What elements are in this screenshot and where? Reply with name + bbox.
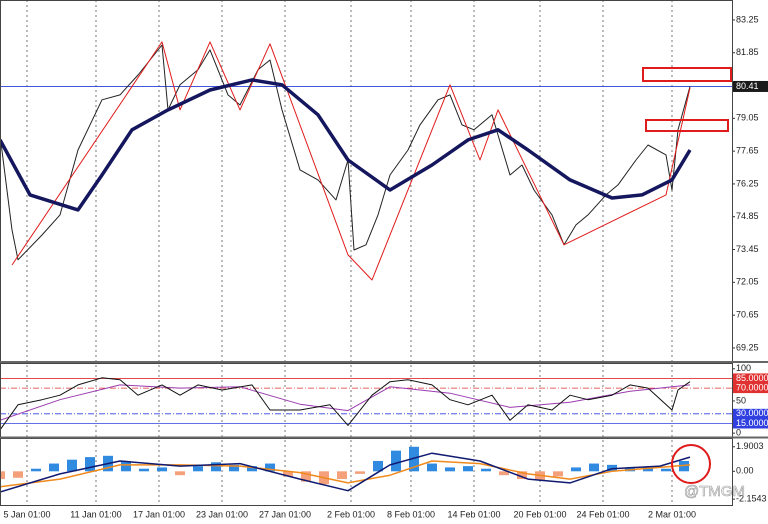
histogram-bar xyxy=(391,450,401,472)
histogram-bar xyxy=(157,467,167,472)
y-tick-label: 1.9003 xyxy=(736,441,764,451)
series-line xyxy=(0,452,691,493)
histogram-bar xyxy=(85,457,95,472)
level-label-box xyxy=(733,408,768,419)
watermark: @TMGM xyxy=(684,483,745,500)
x-tick-label: 20 Feb 01:00 xyxy=(513,509,566,519)
series-line xyxy=(0,78,692,212)
histogram-bar xyxy=(427,463,437,472)
level-label: 85.0000 xyxy=(736,373,768,383)
histogram-bar xyxy=(463,466,473,472)
histogram-bar xyxy=(229,464,239,472)
y-tick-label: -2.1543 xyxy=(736,493,767,503)
level-label: 70.0000 xyxy=(736,382,768,392)
x-tick-label: 14 Feb 01:00 xyxy=(447,509,500,519)
x-tick-label: 8 Feb 01:00 xyxy=(387,509,435,519)
histogram-bar xyxy=(409,446,419,472)
histogram-bar xyxy=(247,466,257,472)
histogram-bar xyxy=(643,467,653,472)
histogram-bar xyxy=(337,471,347,480)
y-tick-label: 77.65 xyxy=(736,146,759,156)
histogram-bar xyxy=(661,468,671,472)
histogram-bar xyxy=(589,463,599,472)
y-tick-label: 69.25 xyxy=(736,342,759,352)
y-tick-label: 83.25 xyxy=(736,14,759,24)
x-tick-label: 2 Mar 01:00 xyxy=(648,509,696,519)
series-line xyxy=(0,384,691,421)
histogram-bar xyxy=(139,468,149,472)
y-tick-label: 81.85 xyxy=(736,47,759,57)
last-price-box xyxy=(733,80,768,92)
y-tick-label: 100 xyxy=(736,363,751,373)
series-line xyxy=(0,377,691,431)
series-line xyxy=(0,44,691,261)
y-tick-label: 0.00 xyxy=(736,466,754,476)
series-line xyxy=(11,41,691,281)
histogram-bar xyxy=(355,471,365,474)
histogram-bar xyxy=(481,468,491,472)
histogram-bar xyxy=(553,471,563,477)
y-tick-label: 74.85 xyxy=(736,211,759,221)
level-label-box xyxy=(733,373,768,384)
histogram-bar xyxy=(373,460,383,472)
level-label: 30.0000 xyxy=(736,408,768,418)
x-tick-label: 24 Feb 01:00 xyxy=(576,509,629,519)
y-tick-label: 72.05 xyxy=(736,277,759,287)
annotation-circle xyxy=(671,444,711,484)
histogram-bar xyxy=(301,471,311,482)
y-tick-label: 73.45 xyxy=(736,244,759,254)
x-tick-label: 5 Jan 01:00 xyxy=(3,509,50,519)
level-label: 15.0000 xyxy=(736,418,768,428)
histogram-bar xyxy=(571,467,581,472)
histogram-bar xyxy=(0,471,5,480)
level-label-box xyxy=(733,383,768,394)
histogram-bar xyxy=(31,468,41,472)
x-tick-label: 27 Jan 01:00 xyxy=(259,509,311,519)
histogram-bar xyxy=(265,463,275,472)
x-tick-label: 2 Feb 01:00 xyxy=(327,509,375,519)
x-tick-label: 17 Jan 01:00 xyxy=(133,509,185,519)
annotation-box xyxy=(645,119,729,132)
x-tick-label: 11 Jan 01:00 xyxy=(70,509,121,519)
histogram-bar xyxy=(499,471,509,476)
level-label-box xyxy=(733,418,768,429)
y-tick-label: 50 xyxy=(736,395,746,405)
histogram-bar xyxy=(13,471,23,478)
histogram-bar xyxy=(193,466,203,472)
y-tick-label: 79.05 xyxy=(736,113,759,123)
histogram-bar xyxy=(445,467,455,472)
y-tick-label: 76.25 xyxy=(736,178,759,188)
annotation-box xyxy=(642,67,732,82)
x-tick-label: 23 Jan 01:00 xyxy=(196,509,248,519)
histogram-bar xyxy=(121,460,131,472)
last-price-label: 80.41 xyxy=(736,81,759,91)
histogram-bar xyxy=(67,459,77,472)
y-tick-label: 70.65 xyxy=(736,310,759,320)
histogram-bar xyxy=(49,463,59,472)
histogram-bar xyxy=(517,471,527,480)
y-tick-label: 0 xyxy=(736,428,741,438)
histogram-bar xyxy=(175,471,185,476)
histogram-bar xyxy=(211,462,221,472)
histogram-bar xyxy=(283,471,293,477)
